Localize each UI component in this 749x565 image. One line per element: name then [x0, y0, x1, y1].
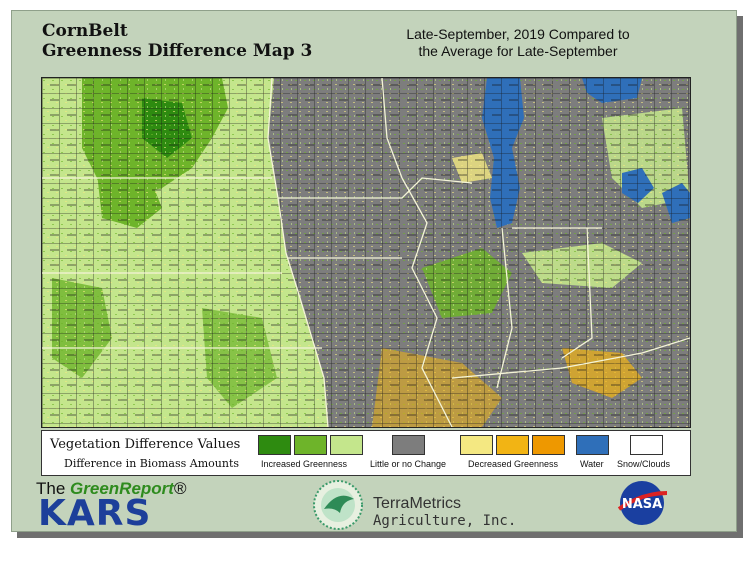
label-increased-greenness: Increased Greenness: [261, 459, 348, 469]
nasa-logo: NASA: [615, 479, 669, 532]
map-title: Greenness Difference Map 3: [42, 41, 313, 61]
swatch-decreased-mid: [496, 435, 529, 455]
nasa-text: NASA: [622, 497, 662, 512]
legend-subtitle: Difference in Biomass Amounts: [64, 457, 240, 470]
map-frame: CornBelt Greenness Difference Map 3 Late…: [11, 10, 737, 534]
swatch-increased-mid: [294, 435, 327, 455]
label-water: Water: [580, 459, 604, 469]
swatch-increased-low: [330, 435, 363, 455]
label-decreased-greenness: Decreased Greenness: [468, 459, 559, 469]
swatch-increased-high: [258, 435, 291, 455]
map-title-region: CornBelt: [42, 21, 128, 41]
county-boundaries: [42, 78, 690, 427]
terrametrics-logo-icon: [312, 479, 364, 536]
greenness-map: [41, 77, 691, 428]
map-subtitle: Late-September, 2019 Compared to the Ave…: [368, 26, 668, 60]
green-report-name: GreenReport: [70, 479, 174, 498]
registered-mark: ®: [173, 479, 187, 498]
swatch-decreased-high: [532, 435, 565, 455]
green-report-prefix: The: [36, 479, 71, 498]
terrametrics-name: TerraMetrics: [373, 495, 462, 512]
swatch-no-change: [392, 435, 425, 455]
terrametrics-subtitle: Agriculture, Inc.: [373, 513, 517, 529]
kars-logo: KARS: [38, 493, 152, 534]
legend-title: Vegetation Difference Values: [50, 437, 241, 452]
subtitle-line-2: the Average for Late-September: [418, 43, 618, 59]
label-no-change: Little or no Change: [370, 459, 447, 469]
swatch-water: [576, 435, 609, 455]
green-report-logo: The GreenReport®: [36, 479, 186, 499]
subtitle-line-1: Late-September, 2019 Compared to: [406, 26, 630, 42]
swatch-snow-clouds: [630, 435, 663, 455]
label-snow-clouds: Snow/Clouds: [617, 459, 671, 469]
legend: Vegetation Difference Values Difference …: [41, 430, 691, 476]
state-boundaries: [42, 77, 691, 428]
map-canvas: [42, 77, 691, 428]
swatch-decreased-low: [460, 435, 493, 455]
